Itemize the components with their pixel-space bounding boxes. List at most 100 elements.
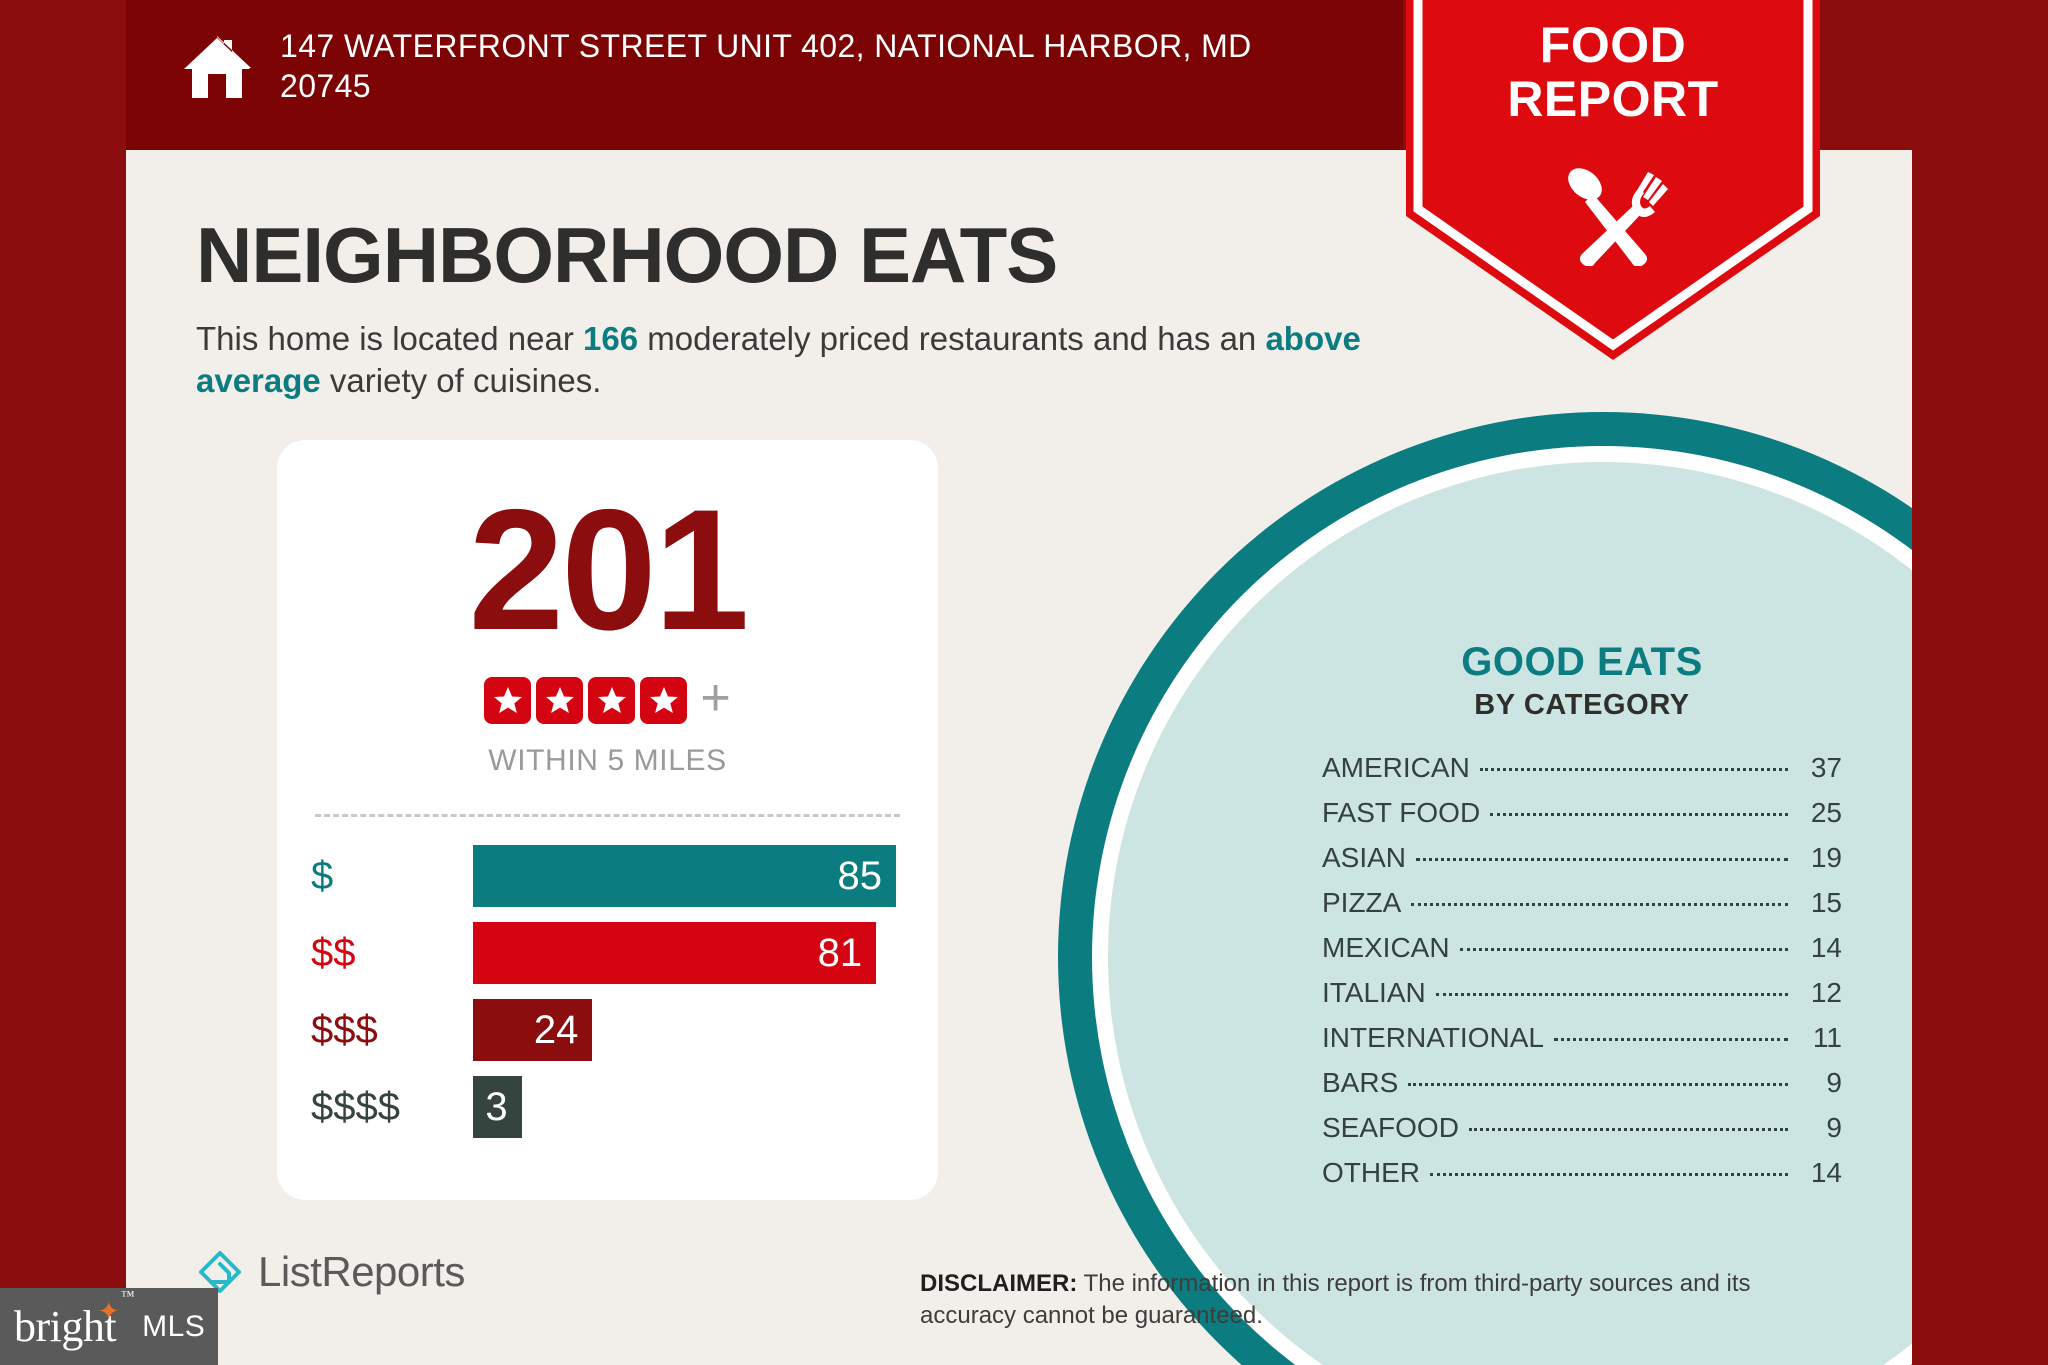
header-content: 147 WATERFRONT STREET UNIT 402, NATIONAL… xyxy=(180,26,1370,107)
price-tier-row: $$$ 24 xyxy=(277,999,938,1061)
star-rating: + xyxy=(277,672,938,724)
price-tier-label: $$$$ xyxy=(311,1085,400,1129)
leader-dots xyxy=(1553,1038,1788,1041)
category-count: 11 xyxy=(1812,1022,1842,1053)
star-icon xyxy=(484,676,532,724)
category-row: AMERICAN 37 xyxy=(1322,754,1842,782)
category-row: FAST FOOD 25 xyxy=(1322,799,1842,827)
leader-dots xyxy=(1459,948,1788,951)
badge-line-2: REPORT xyxy=(1507,71,1719,127)
plus-symbol: + xyxy=(700,669,731,727)
category-count: 14 xyxy=(1810,932,1842,963)
category-row: INTERNATIONAL 11 xyxy=(1322,1024,1842,1052)
category-name: OTHER xyxy=(1322,1157,1420,1188)
price-tier-row: $$ 81 xyxy=(277,922,938,984)
left-red-margin xyxy=(0,0,126,1365)
header-band xyxy=(126,0,1403,150)
bar-track: 3 xyxy=(473,1076,938,1138)
category-name: PIZZA xyxy=(1322,887,1402,918)
price-tier-label: $$ xyxy=(311,931,356,975)
bright-label: bright xyxy=(14,1302,117,1351)
leader-dots xyxy=(1430,1173,1788,1176)
star-icon xyxy=(640,676,688,724)
trademark-symbol: ™ xyxy=(120,1289,135,1304)
restaurant-stat-card: 201 + WITHIN 5 MILES $85 $$ 81 $$$ 24 $$$$ 3 xyxy=(277,440,938,1200)
leader-dots xyxy=(1411,903,1788,906)
category-count: 37 xyxy=(1810,752,1842,783)
good-eats-subtitle: BY CATEGORY xyxy=(1474,689,1690,721)
intro-text-3: variety of cuisines. xyxy=(320,362,602,400)
bright-mls-watermark: bright ✦ ™ MLS xyxy=(0,1288,218,1365)
category-count: 9 xyxy=(1826,1112,1842,1143)
category-row: SEAFOOD 9 xyxy=(1322,1114,1842,1142)
light-teal-inner-circle xyxy=(1108,462,2048,1365)
bar-fill: 85 xyxy=(473,845,896,907)
category-count: 14 xyxy=(1810,1157,1842,1188)
star-icon xyxy=(588,676,636,724)
badge-title: FOOD REPORT xyxy=(1406,18,1820,126)
price-tier-bar-chart: $85 $$ 81 $$$ 24 $$$$ 3 xyxy=(277,845,938,1138)
category-name: MEXICAN xyxy=(1322,932,1450,963)
intro-paragraph: This home is located near 166 moderately… xyxy=(196,318,1376,402)
category-name: ASIAN xyxy=(1322,842,1407,873)
price-tier-row: $85 xyxy=(277,845,938,907)
variety-highlight: above average xyxy=(196,320,1361,400)
category-count: 25 xyxy=(1810,797,1842,828)
listreports-house-icon xyxy=(196,1248,244,1296)
leader-dots xyxy=(1435,993,1788,996)
category-name: SEAFOOD xyxy=(1322,1112,1459,1143)
category-name: INTERNATIONAL xyxy=(1322,1022,1544,1053)
bar-value: 85 xyxy=(837,854,883,898)
bar-fill: 3 xyxy=(473,1076,522,1138)
category-row: OTHER 14 xyxy=(1322,1159,1842,1187)
category-row: PIZZA 15 xyxy=(1322,889,1842,917)
food-report-badge: FOOD REPORT xyxy=(1406,0,1820,360)
leader-dots xyxy=(1479,768,1788,771)
bar-track: 85 xyxy=(473,845,938,907)
category-count: 9 xyxy=(1826,1067,1842,1098)
bar-value: 24 xyxy=(533,1008,579,1052)
leader-dots xyxy=(1408,1083,1788,1086)
disclaimer: DISCLAIMER: The information in this repo… xyxy=(920,1268,1840,1333)
leader-dots xyxy=(1416,858,1788,861)
good-eats-category-list: AMERICAN 37 FAST FOOD 25 ASIAN 19 PIZZA 15 MEXIC… xyxy=(1322,754,1842,1187)
category-row: BARS 9 xyxy=(1322,1069,1842,1097)
bar-track: 24 xyxy=(473,999,938,1061)
radius-caption: WITHIN 5 MILES xyxy=(488,744,727,777)
bar-value: 3 xyxy=(485,1085,508,1129)
restaurant-count: 201 xyxy=(468,474,750,666)
category-count: 15 xyxy=(1810,887,1842,918)
property-address: 147 WATERFRONT STREET UNIT 402, NATIONAL… xyxy=(280,28,1252,105)
intro-text-2: moderately priced restaurants and has an xyxy=(638,320,1266,357)
category-count: 19 xyxy=(1810,842,1842,873)
category-row: ASIAN 19 xyxy=(1322,844,1842,872)
category-name: FAST FOOD xyxy=(1322,797,1481,828)
bar-track: 81 xyxy=(473,922,938,984)
sparkle-icon: ✦ xyxy=(97,1297,120,1326)
bar-value: 81 xyxy=(817,931,863,975)
right-red-margin xyxy=(1912,0,2048,1365)
bar-fill: 81 xyxy=(473,922,877,984)
price-tier-row: $$$$ 3 xyxy=(277,1076,938,1138)
restaurant-count-highlight: 166 xyxy=(583,320,639,357)
category-name: ITALIAN xyxy=(1322,977,1426,1008)
badge-line-1: FOOD xyxy=(1539,17,1687,73)
bar-fill: 24 xyxy=(473,999,593,1061)
category-name: AMERICAN xyxy=(1322,752,1470,783)
page-title: NEIGHBORHOOD EATS xyxy=(196,211,1058,299)
disclaimer-label: DISCLAIMER: xyxy=(920,1270,1078,1297)
good-eats-title: GOOD EATS xyxy=(1461,640,1703,684)
intro-text-1: This home is located near xyxy=(196,320,584,357)
price-tier-label: $ xyxy=(311,854,334,898)
good-eats-panel: GOOD EATS BY CATEGORY AMERICAN 37 FAST FOO… xyxy=(1322,640,1842,1204)
category-count: 12 xyxy=(1810,977,1842,1008)
listreports-logo: ListReports xyxy=(196,1248,465,1296)
leader-dots xyxy=(1490,813,1788,816)
mls-label: MLS xyxy=(142,1309,206,1343)
category-row: MEXICAN 14 xyxy=(1322,934,1842,962)
price-tier-label: $$$ xyxy=(311,1008,378,1052)
card-divider xyxy=(315,814,900,817)
disclaimer-text: The information in this report is from t… xyxy=(920,1270,1751,1330)
category-row: ITALIAN 12 xyxy=(1322,979,1842,1007)
